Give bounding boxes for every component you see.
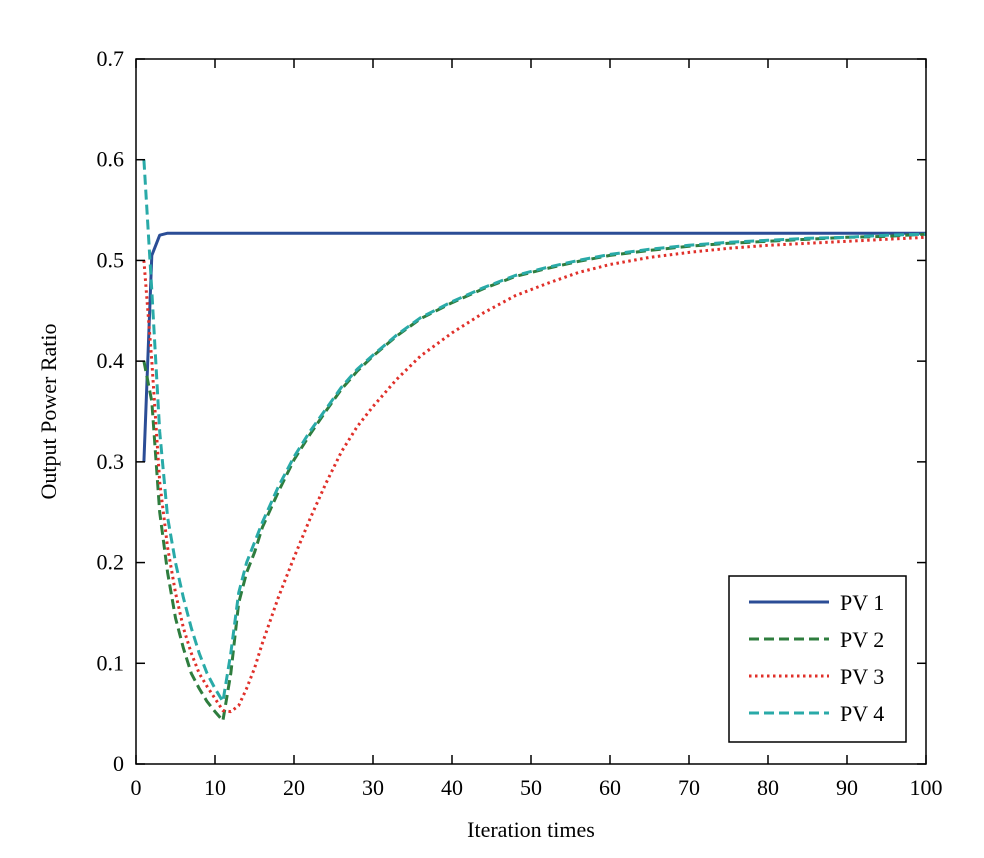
- x-tick-label: 60: [599, 775, 621, 800]
- legend-label-1: PV 1: [840, 590, 884, 615]
- y-tick-label: 0.6: [97, 147, 125, 172]
- y-tick-label: 0.5: [97, 247, 125, 272]
- y-tick-label: 0.4: [97, 348, 125, 373]
- y-tick-label: 0.2: [97, 550, 125, 575]
- series-line-3: [142, 235, 927, 714]
- y-tick-label: 0.3: [97, 449, 125, 474]
- axis-ticks: 0 10 20 30 40 50 60 70 80 90 100 0 0.1 0.2 0.3 0.4 0.5 0.…: [97, 46, 943, 800]
- series-line-1: [142, 231, 926, 462]
- legend-label-3: PV 3: [840, 664, 884, 689]
- x-tick-label: 70: [678, 775, 700, 800]
- x-tick-label: 20: [283, 775, 305, 800]
- x-tick-label: 30: [362, 775, 384, 800]
- series-line-4: [142, 159, 927, 704]
- series-layer: [142, 159, 927, 723]
- legend: PV 1 PV 2 PV 3 PV 4: [728, 575, 907, 743]
- x-tick-label: 90: [836, 775, 858, 800]
- x-tick-label: 80: [757, 775, 779, 800]
- legend-label-4: PV 4: [840, 701, 884, 726]
- x-tick-label: 10: [204, 775, 226, 800]
- x-tick-label: 100: [910, 775, 943, 800]
- x-tick-label: 50: [520, 775, 542, 800]
- y-tick-label: 0.1: [97, 650, 125, 675]
- y-tick-label: 0: [113, 751, 124, 776]
- series-line-2: [142, 232, 927, 723]
- legend-label-2: PV 2: [840, 627, 884, 652]
- x-tick-label: 40: [441, 775, 463, 800]
- y-tick-label: 0.7: [97, 46, 125, 71]
- y-axis-title: Output Power Ratio: [36, 324, 61, 500]
- x-tick-label: 0: [131, 775, 142, 800]
- x-axis-title: Iteration times: [467, 817, 595, 842]
